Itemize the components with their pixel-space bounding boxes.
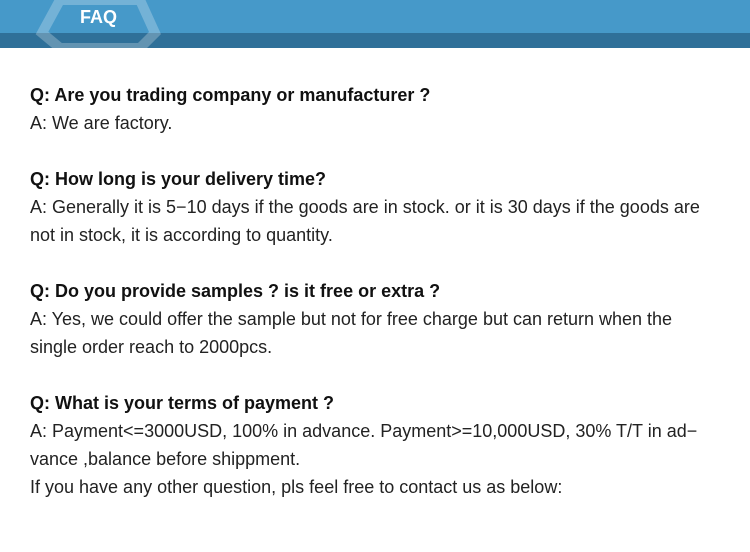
- answer-line: A: Payment<=3000USD, 100% in advance. Pa…: [30, 421, 698, 441]
- faq-list: Q: Are you trading company or manufactur…: [30, 81, 730, 529]
- answer-line: A: Yes, we could offer the sample but no…: [30, 309, 673, 329]
- answer-line: If you have any other question, pls feel…: [30, 477, 563, 497]
- answer-line: single order reach to 2000pcs.: [30, 337, 273, 357]
- faq-item: Q: Do you provide samples ? is it free o…: [30, 277, 730, 361]
- faq-item: Q: Are you trading company or manufactur…: [30, 81, 730, 137]
- question: Q: Are you trading company or manufactur…: [30, 85, 431, 105]
- answer-line: A: We are factory.: [30, 113, 173, 133]
- header-band: [0, 33, 750, 48]
- faq-item: Q: How long is your delivery time? A: Ge…: [30, 165, 730, 249]
- question: Q: Do you provide samples ? is it free o…: [30, 281, 441, 301]
- answer-line: A: Generally it is 5−10 days if the good…: [30, 197, 700, 217]
- question: Q: How long is your delivery time?: [30, 169, 327, 189]
- answer-line: not in stock, it is according to quantit…: [30, 225, 333, 245]
- faq-item: Q: What is your terms of payment ? A: Pa…: [30, 389, 730, 501]
- hexagon-decoration-icon: [35, 0, 161, 48]
- question: Q: What is your terms of payment ?: [30, 393, 335, 413]
- answer-line: vance ,balance before shippment.: [30, 449, 301, 469]
- header-bar: [0, 0, 750, 33]
- page-title: FAQ: [80, 7, 118, 27]
